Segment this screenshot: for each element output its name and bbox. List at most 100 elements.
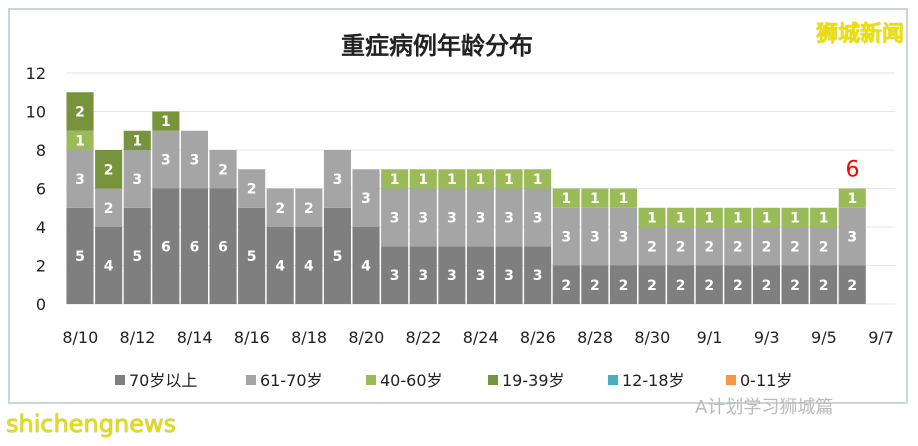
x-tick-label: 8/12 [120, 328, 156, 347]
legend-swatch [488, 375, 498, 385]
watermark-bottom-left: shichengnews [6, 410, 177, 438]
data-label: 3 [390, 210, 400, 226]
bar-segment [524, 188, 552, 247]
data-label: 4 [304, 259, 314, 275]
bar-segment [381, 246, 409, 304]
data-label: 1 [132, 133, 142, 149]
legend-swatch [115, 375, 125, 385]
data-label: 1 [790, 210, 800, 226]
data-label: 3 [533, 210, 543, 226]
data-label: 3 [333, 172, 343, 188]
bar-segment [724, 227, 752, 266]
bar-segment [209, 188, 237, 304]
legend-swatch [726, 375, 736, 385]
bar-segment [323, 150, 351, 208]
watermark-top-right: 狮城新闻 [815, 22, 904, 47]
data-label: 1 [561, 191, 571, 207]
bar-segment [466, 169, 494, 189]
bar-segment [552, 207, 580, 266]
data-label: 1 [504, 172, 514, 188]
data-label: 2 [762, 239, 772, 255]
data-label: 6 [161, 239, 171, 255]
data-label: 2 [676, 239, 686, 255]
data-label: 2 [75, 105, 85, 121]
data-label: 1 [161, 114, 171, 130]
data-label: 3 [847, 230, 857, 246]
data-label: 1 [75, 133, 85, 149]
bar-segment [581, 265, 609, 304]
bar-segment [209, 150, 237, 189]
data-label: 3 [476, 210, 486, 226]
y-tick-label: 10 [26, 103, 46, 122]
data-label: 2 [104, 162, 114, 178]
data-label: 1 [762, 210, 772, 226]
bar-segment [266, 227, 294, 304]
chart-frame [8, 8, 908, 404]
bar-segment [781, 265, 809, 304]
bar-segment [295, 227, 323, 304]
bar-segment [552, 188, 580, 208]
x-tick-label: 9/1 [697, 328, 723, 347]
data-label: 1 [819, 210, 829, 226]
bar-segment [295, 188, 323, 227]
bar-segment [66, 92, 94, 131]
data-label: 3 [418, 210, 428, 226]
bar-segment [581, 188, 609, 208]
bar-segment [752, 265, 780, 304]
bar-segment [381, 188, 409, 247]
x-tick-label: 8/14 [177, 328, 213, 347]
bar-segment [838, 265, 866, 304]
data-label: 4 [275, 259, 285, 275]
data-label: 5 [75, 249, 85, 265]
bar-segment [609, 265, 637, 304]
bar-segment [838, 188, 866, 208]
bar-segment [581, 207, 609, 266]
bar-segment [95, 227, 123, 304]
bar-segment [695, 265, 723, 304]
bar-segment [238, 169, 266, 208]
bar-segment [180, 130, 208, 189]
x-tick-label: 8/20 [348, 328, 384, 347]
bar-segment [66, 207, 94, 304]
data-label: 2 [619, 278, 629, 294]
bar-segment [638, 207, 666, 227]
bar-segment [752, 207, 780, 227]
y-tick-label: 2 [36, 257, 46, 276]
data-label: 3 [504, 210, 514, 226]
legend-swatch [246, 375, 256, 385]
bar-segment [409, 246, 437, 304]
legend-label: 12-18岁 [622, 371, 685, 390]
bar-segment [152, 130, 180, 189]
bar-segment [495, 169, 523, 189]
x-tick-label: 9/3 [754, 328, 780, 347]
bar-segment [352, 227, 380, 304]
data-label: 3 [533, 268, 543, 284]
data-label: 2 [104, 201, 114, 217]
x-tick-label: 8/28 [577, 328, 613, 347]
chart-title: 重症病例年龄分布 [341, 32, 533, 60]
data-label: 1 [676, 210, 686, 226]
x-tick-label: 8/30 [634, 328, 670, 347]
data-label: 3 [561, 230, 571, 246]
bar-segment [95, 150, 123, 189]
data-label: 2 [819, 278, 829, 294]
data-label: 2 [847, 278, 857, 294]
data-label: 3 [476, 268, 486, 284]
y-tick-label: 4 [36, 218, 46, 237]
bar-segment [781, 227, 809, 266]
data-label: 6 [218, 239, 228, 255]
data-label: 1 [590, 191, 600, 207]
data-label: 1 [704, 210, 714, 226]
legend-swatch [608, 375, 618, 385]
x-tick-label: 8/10 [62, 328, 98, 347]
bar-segment [810, 207, 838, 227]
data-label: 2 [762, 278, 772, 294]
bar-segment [123, 130, 151, 150]
data-label: 2 [590, 278, 600, 294]
bar-segment [409, 169, 437, 189]
data-label: 2 [304, 201, 314, 217]
data-label: 3 [361, 191, 371, 207]
data-label: 1 [447, 172, 457, 188]
y-tick-label: 8 [36, 141, 46, 160]
